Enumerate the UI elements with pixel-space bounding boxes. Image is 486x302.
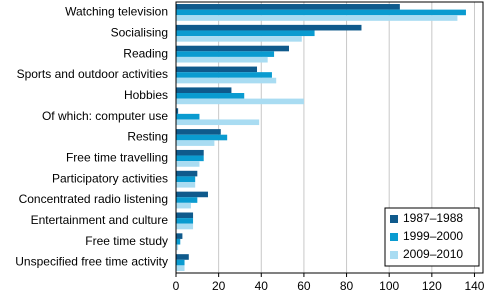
legend-swatch xyxy=(390,215,398,223)
bar xyxy=(176,36,302,42)
bar xyxy=(176,72,272,78)
y-tick-label: Reading xyxy=(123,46,168,60)
legend-label: 1987–1988 xyxy=(403,211,463,225)
x-tick-label: 40 xyxy=(255,279,269,293)
bar xyxy=(176,9,466,16)
bar xyxy=(176,212,194,219)
bar xyxy=(176,233,183,239)
y-tick-label: Unspecified free time activity xyxy=(15,255,168,269)
y-tick-label: Resting xyxy=(127,130,168,144)
y-tick-label: Entertainment and culture xyxy=(31,213,169,227)
bar xyxy=(176,161,200,167)
bar xyxy=(176,223,194,230)
y-tick-label: Of which: computer use xyxy=(42,109,168,123)
bar xyxy=(176,176,196,182)
legend-swatch xyxy=(390,233,398,241)
y-tick-label: Concentrated radio listening xyxy=(19,192,168,206)
bar xyxy=(176,149,204,156)
legend-box xyxy=(384,207,480,267)
bar xyxy=(176,191,208,198)
bar xyxy=(176,56,268,63)
y-tick-label: Watching television xyxy=(65,5,168,19)
bar xyxy=(176,45,289,52)
legend-label: 2009–2010 xyxy=(403,247,463,261)
bar xyxy=(176,244,179,251)
bar xyxy=(176,87,232,94)
y-tick-label: Free time travelling xyxy=(66,151,168,165)
bar xyxy=(176,98,304,105)
bar xyxy=(176,265,185,271)
x-tick-label: 100 xyxy=(379,279,399,293)
y-tick-label: Hobbies xyxy=(124,88,168,102)
bar xyxy=(176,197,198,203)
bar xyxy=(176,30,315,37)
bar xyxy=(176,24,362,31)
bar xyxy=(176,134,228,141)
plot-frame xyxy=(175,1,484,274)
y-tick-label: Sports and outdoor activities xyxy=(17,67,168,81)
y-tick-label: Socialising xyxy=(111,25,168,39)
bar xyxy=(176,259,185,266)
bar xyxy=(176,15,458,21)
bar xyxy=(176,218,194,224)
bar xyxy=(176,238,181,245)
x-tick-label: 60 xyxy=(297,279,311,293)
bar xyxy=(176,4,400,10)
bar xyxy=(176,202,191,209)
bar xyxy=(176,119,260,126)
bar xyxy=(176,129,221,135)
bar xyxy=(176,77,277,84)
bar xyxy=(176,108,179,114)
bar xyxy=(176,51,275,57)
legend-swatch xyxy=(390,251,398,259)
x-tick-label: 80 xyxy=(340,279,354,293)
bar xyxy=(176,254,189,260)
y-tick-label: Free time study xyxy=(85,234,168,248)
x-tick-label: 120 xyxy=(422,279,442,293)
x-tick-label: 140 xyxy=(464,279,484,293)
bar xyxy=(176,113,200,120)
bar xyxy=(176,181,196,188)
bar xyxy=(176,170,198,177)
legend-label: 1999–2000 xyxy=(403,229,463,243)
bar xyxy=(176,66,258,73)
x-tick-label: 0 xyxy=(173,279,180,293)
x-tick-label: 20 xyxy=(212,279,226,293)
bar xyxy=(176,140,215,146)
bar xyxy=(176,93,245,99)
y-tick-label: Participatory activities xyxy=(52,171,168,185)
bar xyxy=(176,155,204,162)
